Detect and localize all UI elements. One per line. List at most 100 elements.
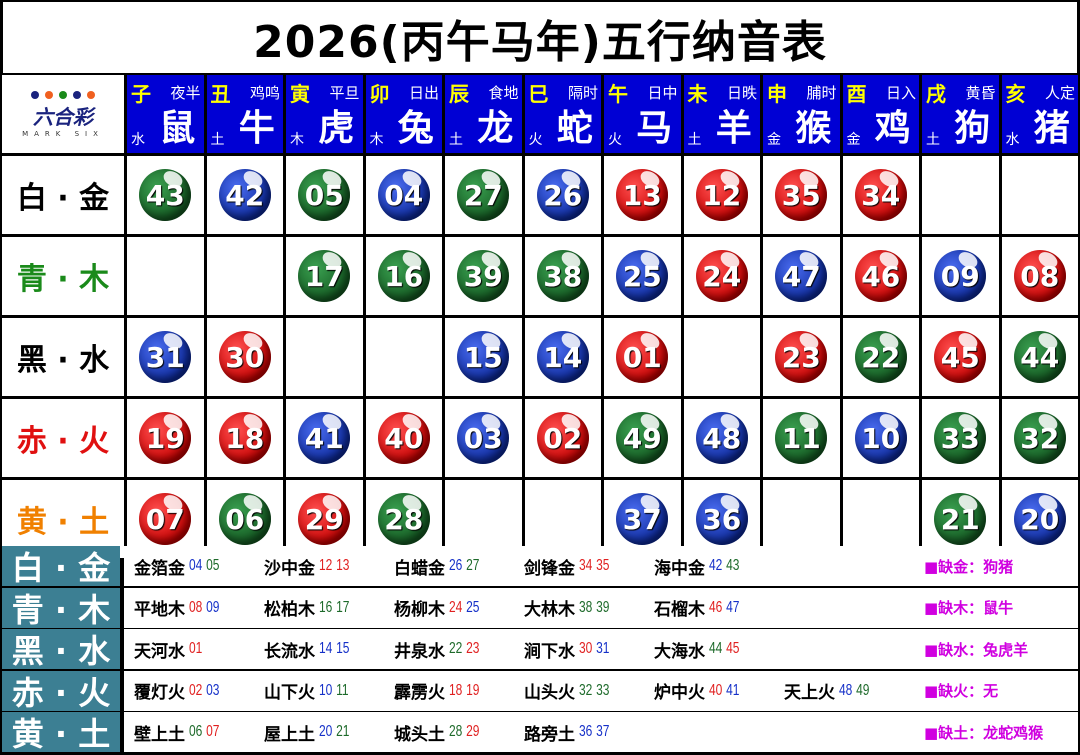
zodiac-header-11: 亥人定水猪 — [1001, 75, 1078, 153]
number-ball: 08 — [1013, 250, 1066, 302]
row-label: 黑 · 水 — [2, 318, 124, 396]
nayin-row-label: 黑 · 水 — [2, 629, 120, 670]
branch-label: 戌 — [926, 82, 946, 106]
ball-number: 02 — [543, 421, 583, 455]
nayin-item: 城头土 28 29 — [394, 720, 524, 745]
page-title: 2026(丙午马年)五行纳音表 — [3, 2, 1077, 73]
number-ball: 46 — [854, 250, 907, 302]
grid-cell: 45 — [922, 318, 999, 396]
ball-number: 38 — [543, 259, 583, 293]
nayin-name: 屋上土 — [264, 724, 315, 745]
time-label: 平旦 — [329, 84, 360, 102]
ball-number: 39 — [463, 259, 503, 293]
grid-cell: 16 — [365, 237, 442, 315]
nayin-number: 42 — [709, 557, 723, 574]
nayin-item: 沙中金 12 13 — [264, 554, 394, 579]
ball-number: 24 — [702, 259, 742, 293]
ball-number: 06 — [225, 502, 265, 536]
nayin-row-label: 黄 · 土 — [2, 712, 120, 753]
number-ball: 43 — [139, 169, 192, 221]
grid-cell: 03 — [445, 399, 522, 477]
nayin-number: 23 — [466, 640, 480, 657]
number-ball: 48 — [695, 412, 748, 464]
grid-cell: 20 — [1001, 480, 1078, 558]
nayin-number: 25 — [466, 598, 480, 616]
time-label: 食地 — [488, 84, 519, 102]
nayin-number: 43 — [726, 557, 740, 574]
number-ball: 47 — [775, 250, 828, 302]
grid-cell: 14 — [524, 318, 601, 396]
nayin-item: 壁上土 06 07 — [134, 720, 264, 745]
element-label: 土 — [687, 132, 702, 148]
nayin-item: 白蜡金 26 27 — [394, 554, 524, 579]
nayin-name: 金箔金 — [134, 558, 185, 579]
number-ball: 12 — [695, 169, 748, 221]
nayin-number: 39 — [596, 598, 610, 616]
animal-label: 虎 — [318, 108, 355, 149]
ball-number: 35 — [781, 178, 821, 212]
nayin-item: 涧下水 30 31 — [524, 637, 654, 662]
ball-number: 18 — [225, 421, 265, 455]
nayin-number: 24 — [449, 598, 463, 616]
grid-cell: 17 — [286, 237, 363, 315]
nayin-item: 大海水 44 45 — [654, 637, 784, 662]
nayin-item: 覆灯火 02 03 — [134, 678, 264, 704]
number-ball: 06 — [218, 493, 271, 545]
nayin-number: 10 — [319, 681, 333, 699]
grid-cell: 07 — [127, 480, 204, 558]
nayin-number: 09 — [206, 598, 220, 616]
grid-cell — [842, 480, 919, 558]
number-ball: 02 — [536, 412, 589, 464]
grid-cell: 21 — [922, 480, 999, 558]
ball-number: 30 — [225, 340, 265, 374]
nayin-name: 井泉水 — [394, 641, 445, 662]
nayin-name: 天上火 — [784, 683, 835, 703]
number-ball: 45 — [934, 331, 987, 383]
nayin-number: 11 — [336, 681, 349, 699]
grid-cell: 36 — [683, 480, 760, 558]
grid-cell: 28 — [365, 480, 442, 558]
ball-number: 42 — [225, 178, 265, 212]
ball-number: 28 — [384, 502, 424, 536]
ball-number: 20 — [1020, 502, 1060, 536]
ball-number: 48 — [702, 421, 742, 455]
ball-number: 10 — [861, 421, 901, 455]
grid-cell: 32 — [1001, 399, 1078, 477]
number-ball: 31 — [139, 331, 192, 383]
grid-cell: 01 — [604, 318, 681, 396]
ball-number: 13 — [622, 178, 662, 212]
nayin-row-content: 天河水 01 长流水 14 15 井泉水 22 23 涧下水 30 31 大海水 44 45 ■缺水：兔虎羊 — [124, 629, 1078, 669]
number-ball: 29 — [298, 493, 351, 545]
nayin-numbers: 14 15 — [319, 640, 353, 658]
time-label: 日出 — [408, 84, 439, 102]
grid-cell: 02 — [524, 399, 601, 477]
nayin-table: 白 · 金金箔金 04 05 沙中金 12 13 白蜡金 26 27 剑锋金 34 35 海中金 42 43… — [0, 546, 1080, 754]
animal-label: 鸡 — [874, 108, 911, 149]
animal-label: 马 — [636, 108, 673, 149]
ball-number: 37 — [622, 502, 662, 536]
number-ball: 21 — [934, 493, 987, 545]
animal-label: 龙 — [477, 108, 514, 149]
number-ball: 09 — [934, 250, 987, 302]
nayin-name: 大林木 — [524, 600, 575, 620]
ball-number: 33 — [940, 421, 980, 455]
grid-cell: 49 — [604, 399, 681, 477]
zodiac-header-10: 戌 黄昏土狗 — [922, 75, 999, 153]
branch-label: 辰 — [449, 82, 469, 106]
nayin-number: 22 — [449, 640, 463, 657]
nayin-number: 17 — [336, 598, 350, 616]
ball-number: 27 — [463, 178, 503, 212]
ball-number: 43 — [145, 178, 185, 212]
number-ball: 27 — [457, 169, 510, 221]
nayin-name: 山下火 — [264, 683, 315, 703]
number-ball: 17 — [298, 250, 351, 302]
nayin-number: 05 — [206, 557, 220, 574]
number-ball: 18 — [218, 412, 271, 464]
zodiac-header-9: 酉日入金鸡 — [842, 75, 919, 153]
nayin-item: 炉中火 40 41 — [654, 678, 784, 704]
branch-label: 卯 — [369, 82, 390, 106]
zodiac-header-3: 卯日出木兔 — [365, 75, 442, 153]
nayin-name: 山头火 — [524, 683, 575, 703]
nayin-name: 霹雳火 — [394, 683, 445, 703]
nayin-number: 14 — [319, 640, 333, 657]
